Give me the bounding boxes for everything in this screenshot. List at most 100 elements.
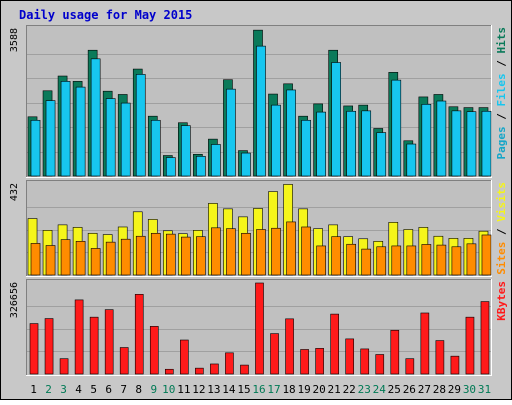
bar-kbytes-day-29 <box>450 355 460 375</box>
bar-sites-day-18 <box>286 221 296 276</box>
bar-sites-day-24 <box>376 246 387 276</box>
x-tick-label-day-3: 3 <box>60 383 67 396</box>
bar-sites-day-10 <box>165 233 176 276</box>
x-tick-label-day-10: 10 <box>162 383 175 396</box>
bar-sites-day-26 <box>406 245 417 276</box>
bar-sites-day-20 <box>316 245 326 276</box>
bar-kbytes-day-7 <box>119 347 129 375</box>
bar-files-day-4 <box>75 86 86 177</box>
bar-files-day-7 <box>120 102 131 177</box>
bar-files-day-10 <box>165 157 176 177</box>
bar-files-day-31 <box>481 110 492 177</box>
bar-sites-day-13 <box>211 227 221 276</box>
bar-kbytes-day-31 <box>480 301 490 375</box>
bar-files-day-6 <box>105 98 116 177</box>
x-tick-label-day-12: 12 <box>192 383 205 396</box>
bar-sites-day-5 <box>90 248 101 276</box>
bar-kbytes-day-12 <box>195 367 204 375</box>
bar-sites-day-30 <box>466 243 477 276</box>
bar-files-day-8 <box>135 74 146 177</box>
bar-kbytes-day-19 <box>300 349 309 375</box>
bar-kbytes-day-16 <box>255 282 264 375</box>
legend-visits: Visits <box>495 182 508 222</box>
bar-kbytes-day-15 <box>240 364 249 375</box>
panel-1-max-label: 3588 <box>9 28 20 52</box>
bar-files-day-22 <box>346 110 357 177</box>
bar-sites-day-3 <box>60 239 71 276</box>
bar-kbytes-day-8 <box>134 294 144 375</box>
bar-files-day-1 <box>30 119 41 177</box>
bar-kbytes-day-24 <box>375 354 385 375</box>
x-tick-label-day-20: 20 <box>313 383 326 396</box>
bar-kbytes-day-23 <box>360 348 370 375</box>
x-tick-label-day-27: 27 <box>418 383 431 396</box>
x-tick-label-day-31: 31 <box>478 383 491 396</box>
bar-sites-day-25 <box>391 245 402 276</box>
legend-separator: / <box>495 107 508 127</box>
bar-files-day-24 <box>376 132 387 177</box>
x-tick-label-day-30: 30 <box>463 383 476 396</box>
bar-sites-day-21 <box>331 236 341 276</box>
bar-files-day-9 <box>150 119 161 177</box>
x-tick-label-day-13: 13 <box>207 383 220 396</box>
bar-files-day-21 <box>331 62 341 177</box>
bar-sites-day-27 <box>421 244 432 276</box>
bar-sites-day-8 <box>135 235 146 276</box>
bar-kbytes-day-27 <box>420 312 430 375</box>
bar-kbytes-day-10 <box>164 368 174 375</box>
bar-kbytes-day-26 <box>405 358 415 375</box>
x-tick-label-day-29: 29 <box>448 383 461 396</box>
bar-kbytes-day-30 <box>465 316 475 375</box>
bar-sites-day-22 <box>346 243 357 276</box>
legend-separator: / <box>495 54 508 74</box>
x-tick-label-day-23: 23 <box>358 383 371 396</box>
x-tick-label-day-8: 8 <box>135 383 142 396</box>
x-tick-label-day-11: 11 <box>177 383 190 396</box>
bar-kbytes-day-17 <box>270 333 279 375</box>
bar-sites-day-7 <box>120 238 131 276</box>
legend-kbytes: KBytes <box>495 281 508 321</box>
bar-sites-day-2 <box>45 245 56 276</box>
legend-files: Files <box>495 73 508 106</box>
bar-files-day-27 <box>421 104 432 177</box>
chart-title: Daily usage for May 2015 <box>19 8 192 22</box>
bar-sites-day-19 <box>301 226 311 276</box>
bar-sites-day-28 <box>436 244 447 276</box>
x-tick-label-day-6: 6 <box>105 383 112 396</box>
bar-kbytes-day-5 <box>89 316 99 375</box>
bar-kbytes-day-1 <box>29 323 39 375</box>
x-tick-label-day-4: 4 <box>75 383 82 396</box>
x-tick-label-day-14: 14 <box>222 383 236 396</box>
bar-files-day-29 <box>451 110 462 177</box>
legend-pages: Pages <box>495 126 508 159</box>
legend-separator: / <box>495 222 508 242</box>
x-tick-label-day-18: 18 <box>282 383 295 396</box>
x-tick-label-day-25: 25 <box>388 383 401 396</box>
bar-files-day-17 <box>271 104 281 177</box>
bar-kbytes-day-14 <box>225 352 234 375</box>
bar-kbytes-day-6 <box>104 309 114 375</box>
bar-files-day-14 <box>226 88 236 177</box>
bar-sites-day-16 <box>256 229 266 276</box>
x-tick-label-day-15: 15 <box>237 383 250 396</box>
bar-files-day-11 <box>181 125 191 177</box>
panel-3-legend: KBytes <box>495 281 508 321</box>
bar-sites-day-6 <box>105 241 116 276</box>
bar-kbytes-day-3 <box>59 358 69 375</box>
panel-2-legend: Sites / Visits <box>495 182 508 275</box>
bar-kbytes-day-2 <box>44 318 54 375</box>
bar-kbytes-day-25 <box>390 329 400 375</box>
panel-1-legend: Pages / Files / Hits <box>495 27 508 160</box>
x-tick-label-day-21: 21 <box>328 383 341 396</box>
bar-sites-day-11 <box>181 236 191 276</box>
bar-files-day-5 <box>90 58 101 177</box>
bar-sites-day-1 <box>30 243 41 276</box>
bar-files-day-30 <box>466 111 477 177</box>
bar-sites-day-17 <box>271 227 281 276</box>
x-tick-label-day-1: 1 <box>30 383 37 396</box>
legend-sites: Sites <box>495 242 508 275</box>
bar-files-day-19 <box>301 119 311 177</box>
x-tick-label-day-28: 28 <box>433 383 446 396</box>
bar-kbytes-day-22 <box>345 338 355 375</box>
x-tick-label-day-26: 26 <box>403 383 416 396</box>
